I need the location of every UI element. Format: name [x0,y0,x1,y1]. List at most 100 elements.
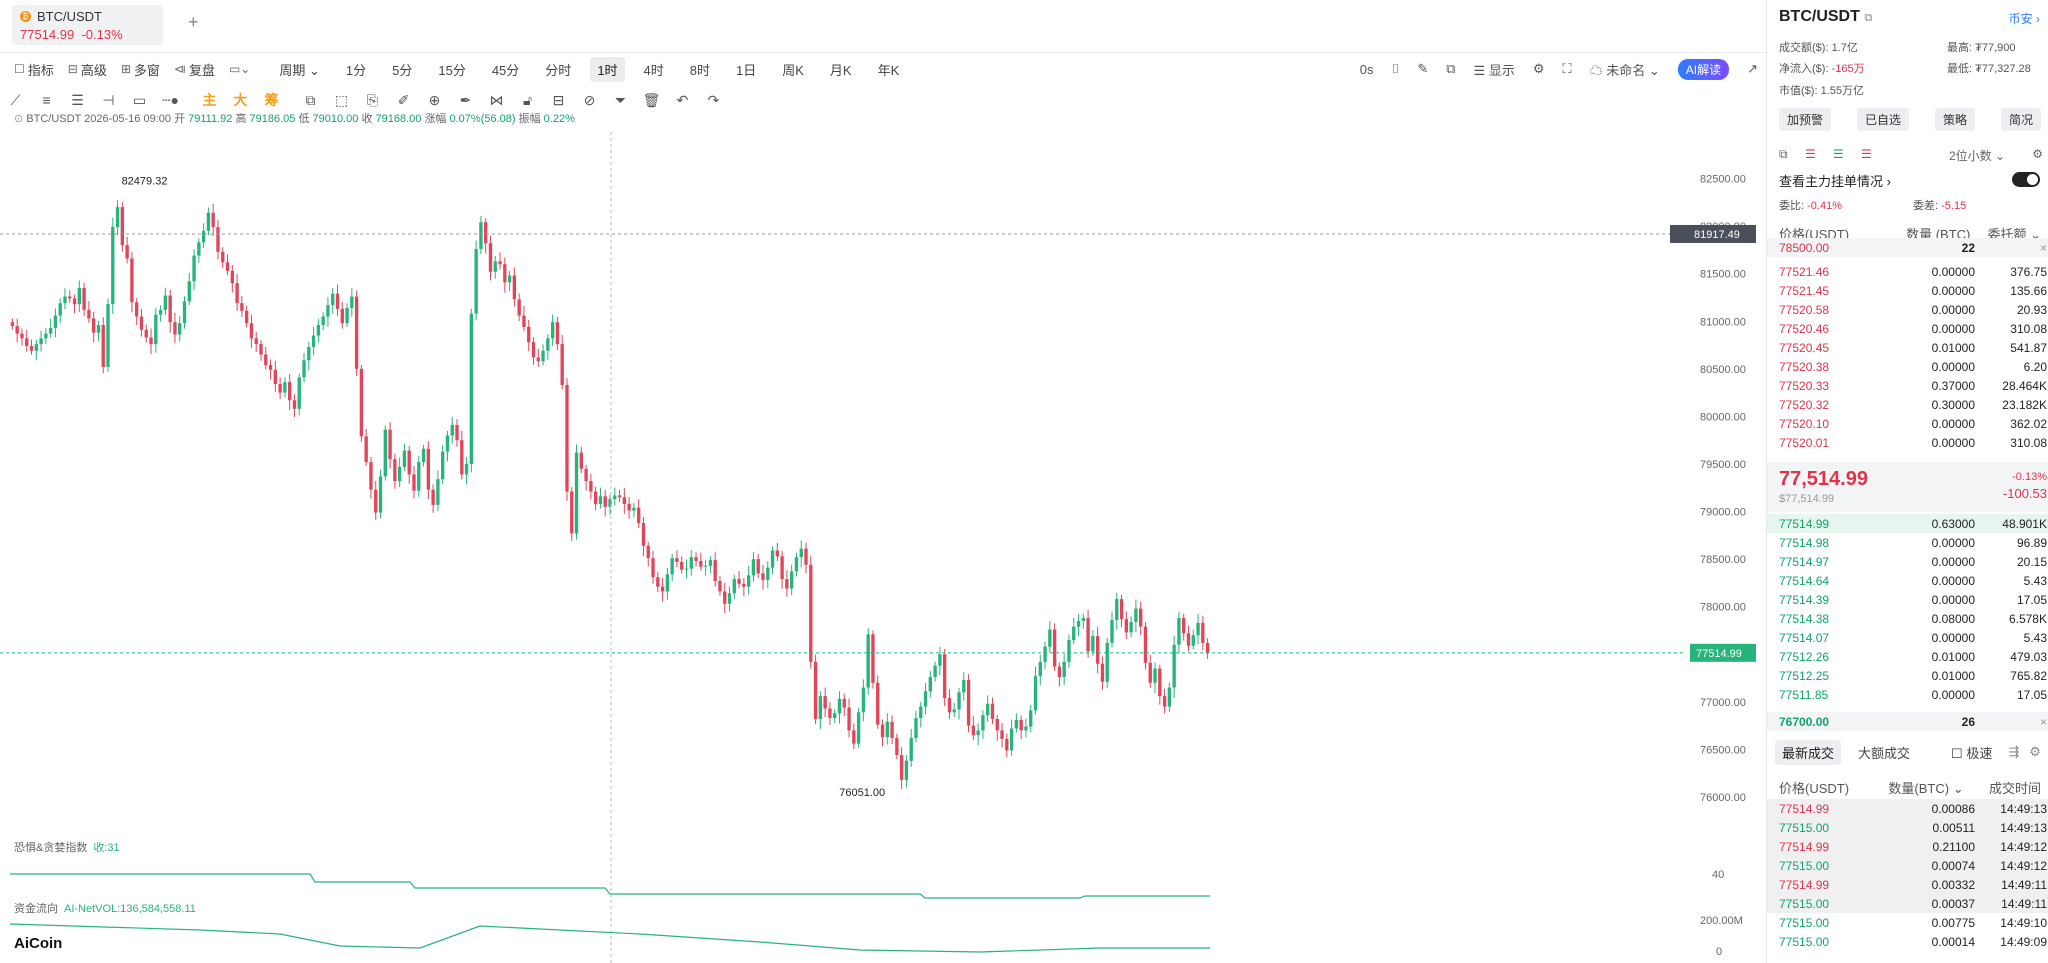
strategy-button[interactable]: 策略 [1934,108,1975,131]
magnet-icon[interactable]: ⋈ [489,91,504,108]
period-dropdown[interactable]: 周期 ⌄ [279,62,320,78]
period-3[interactable]: 45分 [491,62,520,78]
bid-row[interactable]: 77514.64 0.00000 5.43 [1779,574,2047,588]
zoom-icon[interactable]: ⊕ [428,91,441,108]
overview-button[interactable]: 简况 [2000,108,2041,131]
ask-row[interactable]: 77520.38 0.00000 6.20 [1779,360,2047,374]
ask-row[interactable]: 77521.46 0.00000 376.75 [1779,265,2047,279]
period-8[interactable]: 1日 [736,62,757,78]
bid-row[interactable]: 77514.07 0.00000 5.43 [1779,631,2047,645]
ask-row[interactable]: 77520.10 0.00000 362.02 [1779,417,2047,431]
both-sides-icon[interactable]: ☰ [1805,147,1816,161]
symbol-tab[interactable]: ₿ BTC/USDT 77514.99 -0.13% [12,5,163,45]
undo-icon[interactable]: ↶ [676,91,689,108]
hline-tool-icon[interactable]: ≡ [42,92,51,108]
bid-row[interactable]: 77514.98 0.00000 96.89 [1779,536,2047,550]
rect-tool-icon[interactable]: ▭ [132,91,147,108]
decimals-select[interactable]: 2位小数 ⌄ [1949,149,2006,163]
bid-row[interactable]: 77514.39 0.00000 17.05 [1779,593,2047,607]
advanced-button[interactable]: ⊟ 高级 [67,62,107,78]
draw-tool-text-6[interactable]: 主 [202,92,217,108]
bid-row[interactable]: 77514.99 0.63000 48.901K [1767,514,2048,533]
main-order-toggle[interactable] [2012,172,2040,187]
bids-only-icon[interactable]: ☰ [1833,147,1844,161]
link-icon[interactable]: ⊘ [583,91,596,108]
popout-icon[interactable]: ⧉ [1779,147,1788,161]
layout-button[interactable]: ▭⌄ [229,62,250,76]
period-10[interactable]: 月K [829,62,852,78]
candle-body [297,377,301,409]
channel-tool-icon[interactable]: ☰ [71,91,84,108]
period-9[interactable]: 周K [782,62,804,78]
period-0[interactable]: 1分 [345,62,367,78]
brush-icon[interactable]: ✒ [459,91,472,108]
ask-row[interactable]: 77520.45 0.01000 541.87 [1779,341,2047,355]
candle-body [1153,668,1157,683]
period-4[interactable]: 分时 [545,62,572,78]
period-7[interactable]: 8时 [689,62,711,78]
dots-tool-icon[interactable]: ┄● [162,91,179,108]
ai-interpret-button[interactable]: AI解读 [1677,58,1730,80]
redo-icon[interactable]: ↷ [707,91,720,108]
ask-row[interactable]: 77520.46 0.00000 310.08 [1779,322,2047,336]
price-chart[interactable]: 82500.0082000.0081500.0081000.0080500.00… [0,112,1760,963]
pencil-icon[interactable]: ✎ [1417,61,1429,76]
bid-row[interactable]: 77512.26 0.01000 479.03 [1779,650,2047,664]
display-button[interactable]: ☰ 显示 [1473,62,1515,78]
add-tab-button[interactable]: + [188,12,199,32]
candle-body [675,558,679,562]
main-order-link[interactable]: 查看主力挂单情况 › [1779,174,1891,189]
trade-settings-icon[interactable]: ⚙ [2029,744,2041,759]
ruler-icon[interactable]: ✐ [397,91,410,108]
export-icon[interactable]: ⧉ [1446,61,1456,76]
candle-body [742,583,746,587]
ask-row[interactable]: 77520.58 0.00000 20.93 [1779,303,2047,317]
settings-icon[interactable]: ⚙ [1532,61,1545,76]
exchange-link[interactable]: 币安 › [2008,12,2040,26]
copy-icon[interactable]: ⧉ [305,91,316,108]
draw-tool-text-8[interactable]: 筹 [264,92,279,108]
camera-icon[interactable]: ⌷ [1391,61,1400,76]
period-5[interactable]: 1时 [590,56,625,82]
period-6[interactable]: 4时 [643,62,664,78]
lock-icon[interactable]: 🔓︎ [522,91,533,108]
bid-row[interactable]: 77511.85 0.00000 17.05 [1779,688,2047,702]
ask-row[interactable]: 77521.45 0.00000 135.66 [1779,284,2047,298]
layout-name-button[interactable]: ☁ 未命名 ⌄ [1589,62,1660,78]
ask-row[interactable]: 77520.32 0.30000 23.182K [1779,398,2047,412]
candle-body [321,316,325,326]
watchlist-button[interactable]: 已自选 [1856,108,1909,131]
copy-icon[interactable]: ⧉ [1864,12,1873,24]
tab-latest-trades[interactable]: 最新成交 [1775,739,1842,765]
indicator-button[interactable]: ☐ 指标 [14,62,54,78]
measure-icon[interactable]: ⬚ [334,91,349,108]
candle-body [201,230,206,243]
line-tool-icon[interactable]: ⟋ [10,91,21,108]
bid-row[interactable]: 77514.38 0.08000 6.578K [1779,612,2047,626]
orderbook-settings-icon[interactable]: ⚙ [2032,147,2043,161]
asks-only-icon[interactable]: ☰ [1861,147,1872,161]
bid-row[interactable]: 77512.25 0.01000 765.82 [1779,669,2047,683]
period-2[interactable]: 15分 [438,62,466,78]
candle-body [493,261,497,272]
tab-large-trades[interactable]: 大额成交 [1858,745,1911,761]
alert-button[interactable]: 加预警 [1779,108,1832,131]
ray-tool-icon[interactable]: ⊣ [102,91,115,108]
period-11[interactable]: 年K [877,62,900,78]
trash-icon[interactable]: 🗑︎ [642,91,661,108]
fast-checkbox[interactable]: ☐ 极速 [1951,745,1993,761]
filter-icon[interactable]: ⏷ [614,91,627,108]
fullscreen-icon[interactable]: ⛶ [1562,61,1572,76]
candle-body [627,503,631,511]
ask-row[interactable]: 77520.33 0.37000 28.464K [1779,379,2047,393]
save-icon[interactable]: ⊟ [552,91,565,108]
period-1[interactable]: 5分 [392,62,413,78]
trade-filter-icon[interactable]: ⇶ [2008,744,2020,759]
share-icon[interactable]: ↗ [1747,61,1758,76]
copy2-icon[interactable]: ⎘ [366,91,379,108]
ask-row[interactable]: 77520.01 0.00000 310.08 [1779,436,2047,450]
draw-tool-text-7[interactable]: 大 [233,92,248,108]
bid-row[interactable]: 77514.97 0.00000 20.15 [1779,555,2047,569]
replay-button[interactable]: ⧏ 复盘 [173,62,215,78]
multiwin-button[interactable]: ⊞ 多窗 [120,62,160,78]
